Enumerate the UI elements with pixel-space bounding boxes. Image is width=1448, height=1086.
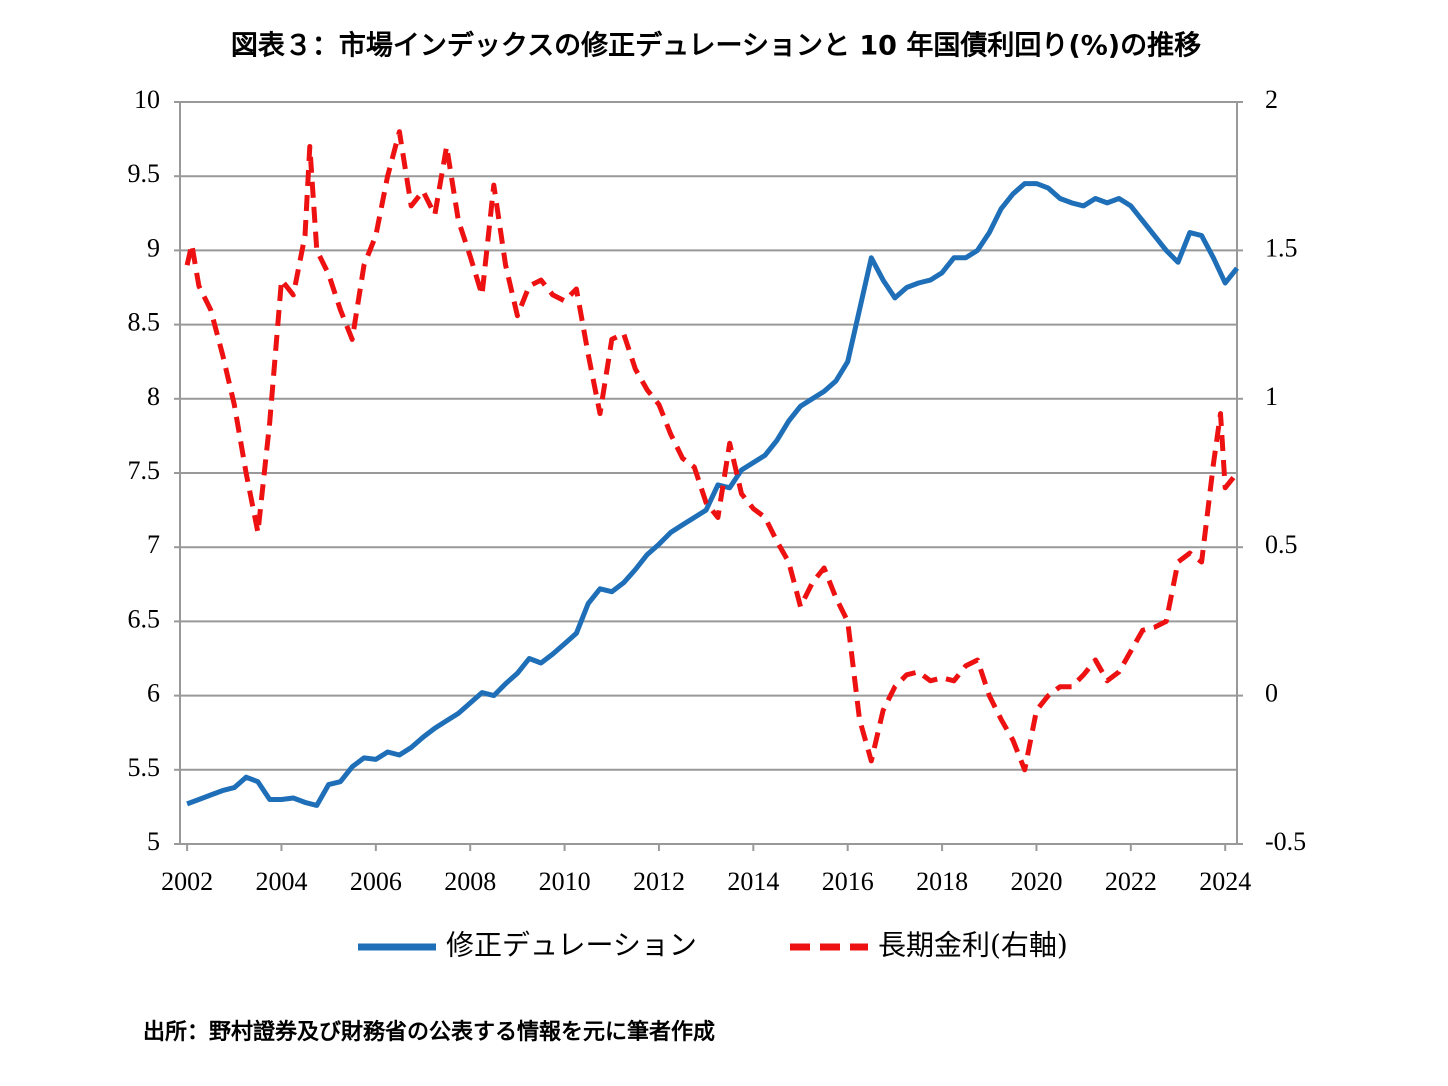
x-tick-label: 2016	[822, 867, 874, 896]
y2-tick-label: -0.5	[1265, 827, 1306, 856]
legend-label: 修正デュレーション	[446, 929, 697, 962]
y-tick-label: 6.5	[128, 604, 161, 633]
y2-tick-label: 1	[1265, 382, 1278, 411]
x-tick-label: 2006	[350, 867, 402, 896]
y-tick-label: 5	[147, 827, 160, 856]
y2-tick-label: 0.5	[1265, 530, 1298, 559]
source-note: 出所：野村證券及び財務省の公表する情報を元に筆者作成	[143, 1019, 715, 1045]
x-tick-label: 2004	[255, 867, 307, 896]
y-tick-label: 10	[134, 85, 160, 114]
chart-title: 図表３：市場インデックスの修正デュレーションと 10 年国債利回り(%)の推移	[231, 30, 1201, 62]
legend-label: 長期金利(右軸)	[878, 929, 1068, 962]
y-tick-label: 5.5	[128, 753, 161, 782]
x-tick-label: 2018	[916, 867, 968, 896]
series-line	[184, 129, 1239, 773]
x-tick-label: 2020	[1010, 867, 1062, 896]
y2-tick-label: 0	[1265, 679, 1278, 708]
x-tick-label: 2022	[1105, 867, 1157, 896]
x-tick-label: 2002	[161, 867, 213, 896]
x-tick-label: 2008	[444, 867, 496, 896]
x-tick-label: 2014	[727, 867, 779, 896]
y2-tick-label: 1.5	[1265, 233, 1298, 262]
y-tick-label: 8	[147, 382, 160, 411]
x-tick-label: 2010	[539, 867, 591, 896]
y-tick-label: 8.5	[128, 308, 161, 337]
y-tick-label: 9	[147, 233, 160, 262]
y-tick-label: 9.5	[128, 159, 161, 188]
y-tick-label: 7	[147, 530, 160, 559]
x-tick-label: 2024	[1199, 867, 1251, 896]
series-line	[186, 181, 1239, 808]
y-tick-label: 7.5	[128, 456, 161, 485]
y-tick-label: 6	[147, 679, 160, 708]
y2-tick-label: 2	[1265, 85, 1278, 114]
x-tick-label: 2012	[633, 867, 685, 896]
